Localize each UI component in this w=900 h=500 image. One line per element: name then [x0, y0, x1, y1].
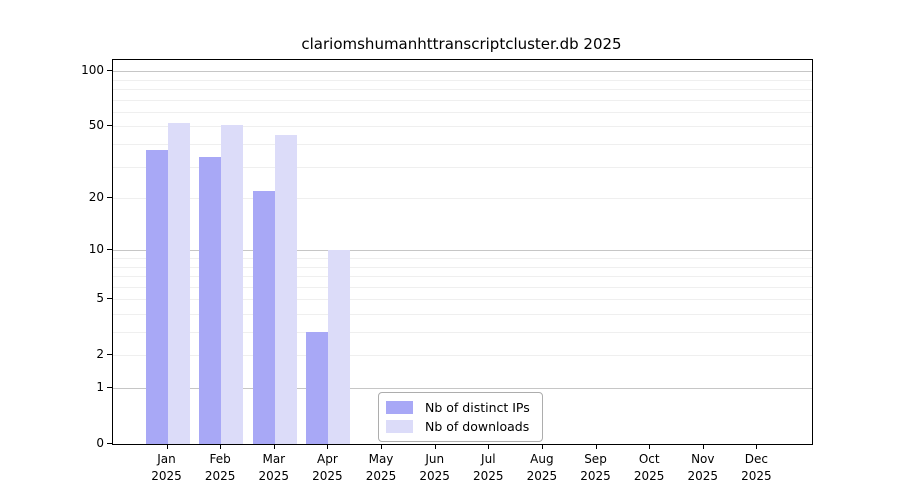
legend-label-distinct-ips: Nb of distinct IPs	[425, 400, 530, 415]
gridline	[113, 111, 812, 113]
x-tick-year-label: 2025	[633, 469, 665, 483]
x-tick-label-jan: Jan 2025	[135, 451, 199, 485]
x-axis-tick	[220, 444, 222, 449]
legend: Nb of distinct IPs Nb of downloads	[378, 392, 543, 442]
x-tick-year-label: 2025	[473, 469, 504, 483]
bar-downloads-mar	[274, 134, 297, 444]
bar-distinct-ips-jan	[145, 150, 168, 444]
x-tick-label-nov: Nov 2025	[671, 451, 735, 485]
gridline	[113, 89, 812, 90]
gridline	[113, 144, 812, 145]
bar-downloads-apr	[328, 250, 351, 444]
x-tick-label-oct: Oct 2025	[617, 451, 681, 485]
x-tick-year-label: 2025	[687, 469, 719, 483]
x-tick-year-label: 2025	[258, 469, 290, 483]
bar-distinct-ips-apr	[306, 332, 329, 444]
x-tick-year-label: 2025	[151, 469, 182, 483]
legend-swatch-distinct-ips	[386, 401, 413, 414]
x-tick-year-label: 2025	[312, 469, 343, 483]
y-tick-label: 20	[88, 190, 104, 205]
x-tick-label-jun: Jun 2025	[403, 451, 467, 485]
y-tick-label: 0	[96, 436, 104, 450]
legend-label-downloads: Nb of downloads	[425, 419, 530, 434]
legend-row-distinct-ips: Nb of distinct IPs	[386, 398, 530, 417]
legend-row-downloads: Nb of downloads	[386, 417, 530, 436]
x-axis-tick	[488, 444, 490, 449]
bar-distinct-ips-feb	[199, 156, 222, 444]
bar-distinct-ips-mar	[252, 190, 275, 444]
x-tick-label-jul: Jul 2025	[456, 451, 520, 485]
x-tick-label-mar: Mar 2025	[242, 451, 306, 485]
bar-downloads-jan	[167, 123, 190, 444]
gridline	[113, 126, 812, 128]
y-tick-label: 2	[96, 347, 104, 362]
y-tick-label: 1	[96, 380, 104, 394]
x-tick-year-label: 2025	[419, 469, 450, 483]
x-tick-label-dec: Dec 2025	[724, 451, 788, 485]
gridline	[113, 314, 812, 315]
gridline	[113, 299, 812, 301]
x-axis-tick	[166, 444, 168, 449]
gridline	[113, 198, 812, 200]
y-axis-tick	[107, 387, 112, 388]
y-axis-tick	[107, 443, 112, 444]
x-tick-year-label: 2025	[204, 469, 236, 483]
x-axis-tick	[273, 444, 275, 449]
gridline	[113, 388, 812, 389]
x-tick-label-apr: Apr 2025	[295, 451, 359, 485]
y-tick-label: 100	[81, 63, 104, 78]
gridline	[113, 250, 812, 252]
y-axis-tick	[107, 249, 112, 251]
plot-area	[112, 59, 813, 445]
x-tick-label-aug: Aug 2025	[510, 451, 574, 485]
y-axis-tick	[107, 354, 112, 356]
chart-title: clariomshumanhttranscriptcluster.db 2025	[301, 35, 622, 53]
gridline	[113, 286, 812, 288]
x-tick-year-label: 2025	[741, 469, 772, 483]
gridline	[113, 266, 812, 268]
x-tick-label-may: May 2025	[349, 451, 413, 485]
x-axis-tick	[434, 444, 436, 449]
bar-downloads-feb	[221, 124, 244, 444]
x-tick-year-label: 2025	[580, 469, 611, 483]
x-tick-year-label: 2025	[365, 469, 397, 483]
x-tick-label-feb: Feb 2025	[188, 451, 252, 485]
x-axis-tick	[702, 444, 704, 449]
gridline	[113, 166, 812, 168]
gridline	[113, 71, 812, 73]
gridline	[113, 355, 812, 357]
gridline	[113, 258, 812, 259]
y-tick-label: 10	[88, 242, 104, 257]
gridline	[113, 99, 812, 101]
x-axis-tick	[756, 444, 758, 449]
y-tick-label: 5	[96, 291, 104, 306]
x-tick-year-label: 2025	[526, 469, 558, 483]
x-axis-tick	[327, 444, 329, 449]
y-axis-tick	[107, 298, 112, 300]
y-axis-tick	[107, 125, 112, 127]
x-axis-tick	[595, 444, 597, 449]
x-axis-tick	[541, 444, 543, 449]
gridline	[113, 79, 812, 81]
gridline	[113, 276, 812, 277]
gridline	[113, 332, 812, 333]
y-axis-tick	[107, 70, 112, 72]
x-axis-tick	[649, 444, 651, 449]
x-tick-label-sep: Sep 2025	[564, 451, 628, 485]
y-axis-tick	[107, 197, 112, 199]
legend-swatch-downloads	[386, 420, 413, 433]
y-tick-label: 50	[88, 118, 104, 133]
x-axis-tick	[381, 444, 382, 449]
